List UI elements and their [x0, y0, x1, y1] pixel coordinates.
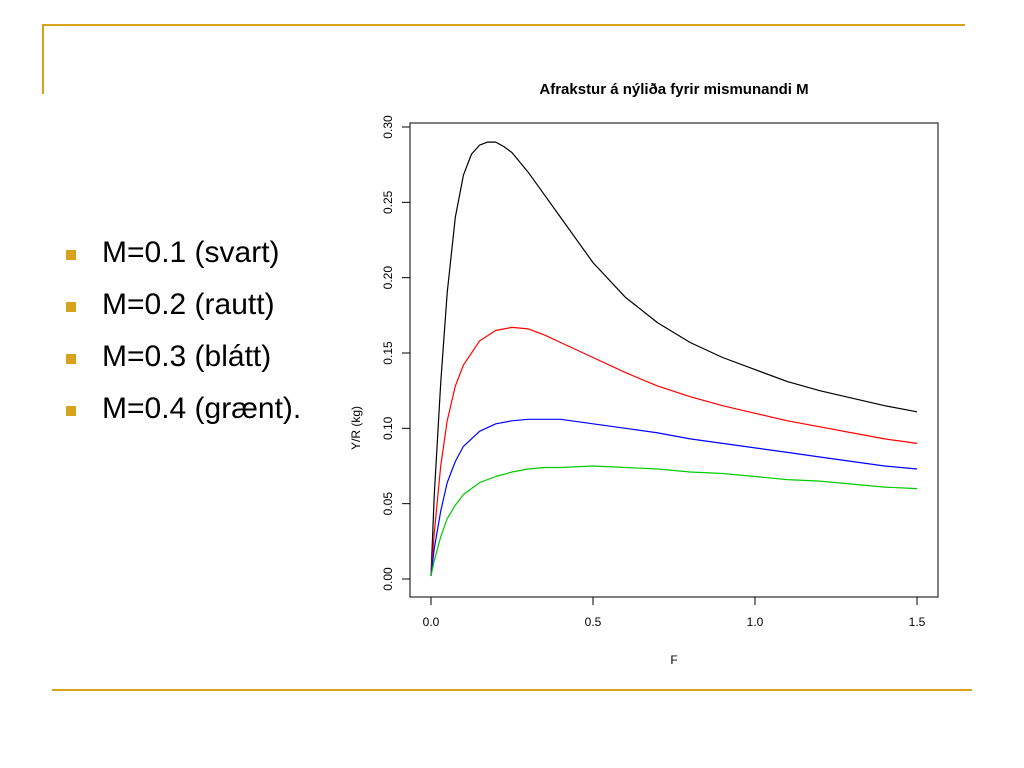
- series-group: [430, 141, 918, 577]
- y-tick-label: 0.30: [381, 115, 395, 139]
- bullet-text: M=0.2 (rautt): [102, 288, 275, 321]
- series-line-4: [430, 465, 918, 577]
- y-tick-label: 0.15: [381, 341, 395, 365]
- chart-title: Afrakstur á nýliða fyrir mismunandi M: [539, 81, 808, 98]
- plot-frame: [409, 122, 939, 598]
- bullet-item: M=0.1 (svart): [66, 233, 301, 285]
- bullet-square-icon: [66, 406, 76, 416]
- series-line-3: [430, 418, 918, 577]
- y-tick-label: 0.00: [381, 567, 395, 591]
- bullet-item: M=0.3 (blátt): [66, 337, 301, 389]
- series-line-1: [430, 141, 918, 577]
- bullet-text: M=0.3 (blátt): [102, 340, 272, 373]
- bottom-accent-rule: [52, 689, 972, 691]
- x-tick-label: 1.5: [909, 615, 926, 629]
- bullet-item: M=0.2 (rautt): [66, 285, 301, 337]
- y-tick-label: 0.25: [381, 190, 395, 214]
- chart-svg: Afrakstur á nýliða fyrir mismunandi M F …: [349, 81, 939, 667]
- x-tick-label: 0.5: [585, 615, 602, 629]
- y-tick-label: 0.10: [381, 416, 395, 440]
- top-accent-rule: [42, 24, 965, 26]
- x-tick-label: 0.0: [423, 615, 440, 629]
- y-tick-label: 0.20: [381, 266, 395, 290]
- y-axis: 0.00 0.05 0.10 0.15 0.20 0.25 0.30: [381, 115, 411, 591]
- bullet-square-icon: [66, 250, 76, 260]
- bullet-text: M=0.4 (grænt).: [102, 392, 302, 425]
- bullet-item: M=0.4 (grænt).: [66, 389, 301, 441]
- series-line-2: [430, 326, 918, 577]
- x-axis: 0.0 0.5 1.0 1.5: [423, 596, 926, 629]
- x-tick-label: 1.0: [747, 615, 764, 629]
- bullet-square-icon: [66, 354, 76, 364]
- y-tick-label: 0.05: [381, 492, 395, 516]
- yield-per-recruit-chart: Afrakstur á nýliða fyrir mismunandi M F …: [340, 70, 960, 680]
- bullet-square-icon: [66, 302, 76, 312]
- y-axis-label: Y/R (kg): [349, 406, 363, 450]
- x-axis-label: F: [670, 653, 677, 667]
- bullet-text: M=0.1 (svart): [102, 236, 280, 269]
- left-accent-rule: [42, 24, 44, 94]
- bullet-list: M=0.1 (svart) M=0.2 (rautt) M=0.3 (blátt…: [66, 233, 301, 441]
